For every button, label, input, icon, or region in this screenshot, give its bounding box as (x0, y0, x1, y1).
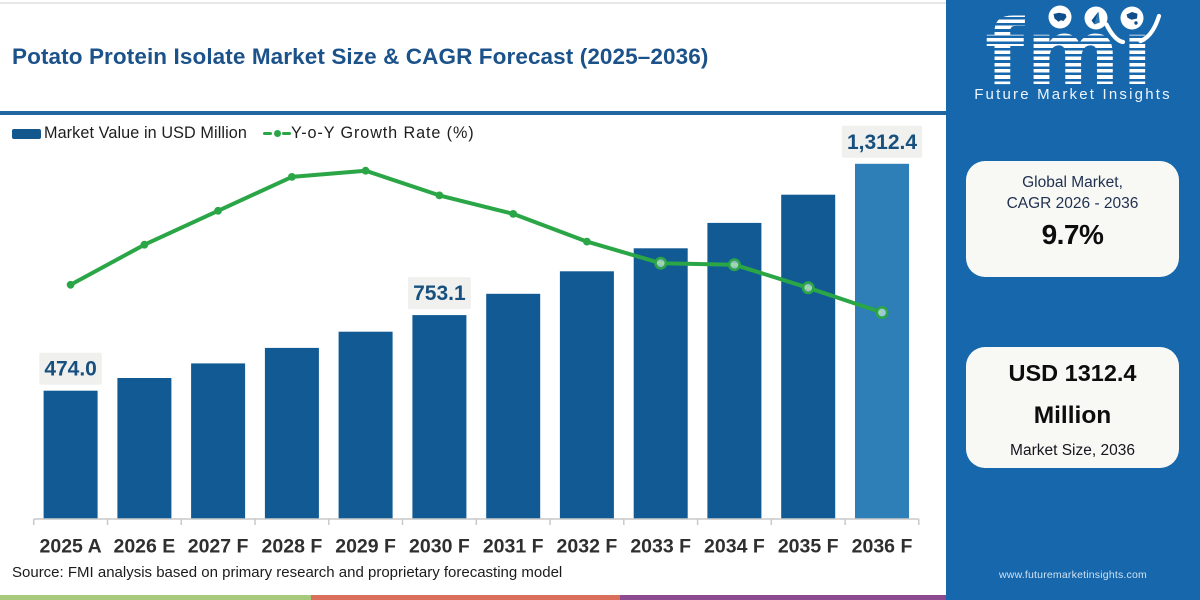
footer-strip (0, 595, 946, 600)
source-note: Source: FMI analysis based on primary re… (12, 564, 563, 581)
bar-2033-f (633, 248, 688, 520)
footer-strip-red (311, 595, 620, 600)
footer-strip-purple (620, 595, 946, 600)
bar-2031-f (486, 293, 541, 519)
bar-2026-e (117, 378, 172, 519)
x-tick-label: 2030 F (409, 536, 470, 558)
bar-value-label-group: 474.0 (39, 352, 102, 385)
x-axis (32, 518, 920, 525)
cagr-card-line1: Global Market, (1022, 174, 1123, 191)
market-size-value-line2: Million (1033, 402, 1112, 429)
market-size-caption: Market Size, 2036 (1010, 442, 1135, 459)
line-series-label: Y-o-Y Growth Rate (%) (291, 124, 475, 142)
x-tick-label: 2031 F (483, 536, 544, 558)
growth-line (69, 168, 883, 315)
growth-marker-open (727, 258, 741, 272)
page-title: Potato Protein Isolate Market Size & CAG… (12, 44, 709, 69)
growth-marker (583, 237, 591, 246)
cagr-value: 9.7% (1041, 219, 1104, 250)
line-series-icon (263, 129, 292, 139)
us-map-icon (1048, 5, 1072, 29)
cagr-card: Global Market, CAGR 2026 - 2036 9.7% (966, 161, 1179, 277)
chart-panel: Potato Protein Isolate Market Size & CAG… (0, 0, 946, 600)
top-hairline (0, 2, 946, 4)
bar-series-swatch (12, 128, 41, 139)
x-tick-label: 2025 A (40, 536, 102, 558)
legend-dash-right (282, 131, 292, 136)
growth-marker-open (654, 256, 668, 270)
fmi-logo-subtitle: Future Market Insights (974, 86, 1172, 103)
growth-marker (361, 166, 370, 175)
x-tick-label: 2027 F (188, 536, 249, 558)
growth-marker (288, 173, 296, 181)
bar-2025-a (43, 390, 98, 519)
bar-2029-f (338, 331, 393, 519)
chart-legend: Market Value in USD Million Y-o-Y Growth… (12, 124, 475, 143)
fmi-logo-art (1048, 5, 1162, 45)
x-tick-label: 2032 F (557, 536, 618, 558)
bar-value-label-group: 753.1 (408, 277, 471, 310)
growth-marker (509, 210, 518, 218)
bar-value-label: 753.1 (413, 282, 466, 305)
cagr-card-line2: CAGR 2026 - 2036 (1006, 195, 1139, 212)
growth-marker-open (875, 305, 889, 319)
bar-value-label-bg (408, 277, 471, 310)
left-arm-arc (1104, 22, 1126, 45)
bar-2035-f (781, 194, 836, 519)
x-tick-label: 2029 F (335, 536, 396, 558)
bar-2030-f (412, 315, 467, 519)
legend-dash-left (263, 131, 273, 136)
growth-marker (140, 240, 149, 249)
website-url: www.futuremarketinsights.com (999, 569, 1147, 581)
bar-value-label-bg (39, 352, 102, 385)
x-tick-label: 2033 F (630, 536, 691, 558)
bar-line-chart: 2025 A 2026 E 2027 F 2028 F 2029 F 2030 F 2031… (32, 125, 923, 558)
legend-dot (273, 129, 282, 138)
bar-series-label: Market Value in USD Million (44, 124, 248, 142)
x-tick-label: 2036 F (852, 536, 913, 558)
x-tick-label: 2026 E (113, 536, 175, 558)
globe-icon (1120, 6, 1144, 30)
bar-value-label: 474.0 (44, 358, 97, 381)
growth-marker (214, 206, 223, 215)
market-size-card: USD 1312.4 Million Market Size, 2036 (966, 347, 1179, 468)
bar-2028-f (264, 347, 319, 519)
market-size-value-line1: USD 1312.4 (1008, 360, 1137, 386)
x-tick-label: 2034 F (704, 536, 765, 558)
growth-marker-open (801, 281, 815, 295)
x-tick-label: 2035 F (778, 536, 839, 558)
bar-value-label-group: 1,312.4 (841, 125, 923, 158)
compass-icon (1084, 6, 1108, 30)
footer-strip-green (0, 595, 311, 600)
growth-marker (435, 191, 444, 200)
bar-2027-f (191, 363, 246, 519)
bar-value-label-bg (841, 125, 923, 158)
title-rule (0, 111, 946, 115)
fmi-logo: fmı (946, 0, 1200, 110)
growth-marker (66, 280, 75, 289)
x-tick-label: 2028 F (262, 536, 323, 558)
bar-value-label: 1,312.4 (847, 131, 917, 154)
bar-2036-f (855, 163, 909, 520)
brand-sidebar: fmı (946, 0, 1200, 600)
right-arm-arc (1138, 13, 1162, 44)
bar-2032-f (559, 271, 614, 519)
